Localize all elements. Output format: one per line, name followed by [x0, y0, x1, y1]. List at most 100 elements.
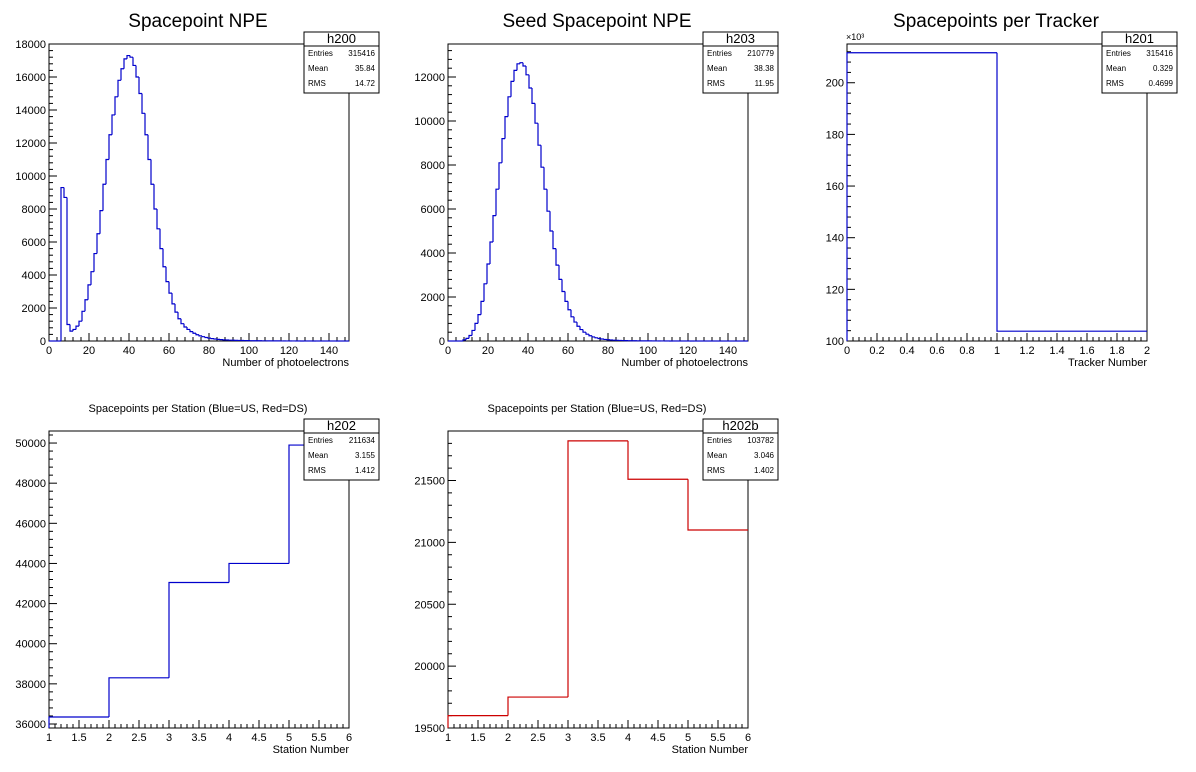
x-axis-label: Station Number — [672, 744, 749, 756]
x-tick-label: 140 — [320, 345, 338, 357]
histogram-bin — [582, 329, 586, 333]
histogram-bin — [516, 63, 520, 71]
histogram-bin — [84, 299, 88, 312]
plot-frame — [48, 43, 350, 342]
stats-value: 103782 — [747, 436, 774, 445]
x-tick-label: 1.5 — [470, 732, 485, 744]
x-tick-label: 4.5 — [650, 732, 665, 744]
x-axis-label: Tracker Number — [1068, 357, 1147, 369]
y-axis-exponent-label: ×10³ — [846, 32, 864, 42]
x-tick-label: 120 — [679, 345, 697, 357]
x-tick-label: 2.5 — [530, 732, 545, 744]
stats-value: 315416 — [348, 49, 375, 58]
histogram-bin — [531, 88, 535, 104]
x-tick-label: 140 — [719, 345, 737, 357]
stats-label: Mean — [308, 64, 328, 73]
stats-label: Entries — [308, 49, 333, 58]
x-tick-label: 0.6 — [929, 345, 944, 357]
stats-value: 211634 — [349, 436, 376, 445]
histogram-bin — [90, 271, 94, 285]
histogram-bin — [156, 209, 160, 230]
stats-label: Entries — [707, 49, 732, 58]
y-tick-label: 2000 — [22, 303, 46, 315]
histogram-bin — [600, 338, 604, 340]
y-tick-label: 50000 — [15, 438, 46, 450]
y-tick-label: 20500 — [414, 599, 445, 611]
stats-box: h202b Entries 103782 Mean 3.046 RMS 1.402 — [702, 418, 779, 481]
x-tick-label: 1.4 — [1049, 345, 1064, 357]
histogram-bin — [564, 291, 568, 302]
histogram-bin — [573, 316, 577, 323]
histogram-bin — [510, 80, 514, 97]
histogram-bin — [75, 325, 79, 330]
stats-label: Mean — [308, 451, 328, 460]
x-tick-label: 40 — [123, 345, 135, 357]
histogram-panel-2: Seed Spacepoint NPE 0 20 40 60 80 100 120 140 0 20… — [414, 11, 779, 369]
x-tick-label: 1.6 — [1079, 345, 1094, 357]
histogram-bin — [48, 716, 109, 728]
x-tick-label: 2.5 — [131, 732, 146, 744]
histogram-bin — [507, 696, 568, 716]
x-tick-label: 100 — [639, 345, 657, 357]
histogram-bin — [489, 241, 493, 264]
stats-value: 38.38 — [754, 64, 775, 73]
histogram-bin — [504, 116, 508, 139]
x-axis-label: Number of photoelectrons — [621, 357, 748, 369]
x-tick-label: 5.5 — [311, 732, 326, 744]
y-tick-label: 0 — [439, 336, 445, 348]
x-tick-label: 4.5 — [251, 732, 266, 744]
histogram-bin — [687, 479, 748, 531]
x-tick-label: 1 — [46, 732, 52, 744]
histogram-bin — [201, 335, 205, 338]
stats-value: 1.402 — [754, 466, 775, 475]
histogram-bin — [132, 57, 136, 67]
plot-frame — [447, 43, 749, 342]
y-tick-label: 140 — [826, 233, 844, 245]
stats-value: 0.4699 — [1149, 79, 1174, 88]
chart-title: Spacepoints per Tracker — [893, 11, 1100, 32]
stats-label: RMS — [1106, 79, 1124, 88]
x-tick-label: 1.5 — [71, 732, 86, 744]
stats-histogram-name: h202 — [327, 418, 356, 433]
x-tick-label: 100 — [240, 345, 258, 357]
y-tick-label: 6000 — [22, 237, 46, 249]
y-tick-label: 12000 — [15, 138, 46, 150]
y-tick-label: 8000 — [22, 204, 46, 216]
x-axis-label: Number of photoelectrons — [222, 357, 349, 369]
histogram-bin — [72, 328, 76, 332]
histogram-bin — [498, 162, 502, 190]
histogram-bin — [186, 326, 190, 331]
histogram-bin — [96, 233, 100, 254]
histogram-bin — [588, 334, 592, 337]
x-tick-label: 5 — [685, 732, 691, 744]
x-tick-label: 0 — [46, 345, 52, 357]
x-tick-label: 6 — [346, 732, 352, 744]
histogram-bin — [555, 248, 559, 266]
histogram-panel-4: Spacepoints per Station (Blue=US, Red=DS… — [15, 403, 380, 756]
stats-box-frame — [1101, 31, 1178, 94]
histogram-bin — [462, 339, 466, 341]
histogram-bin — [99, 210, 103, 234]
stats-value: 35.84 — [355, 64, 376, 73]
histogram-bin — [576, 322, 580, 327]
stats-label: Entries — [707, 436, 732, 445]
histogram-panel-3: Spacepoints per Tracker 0 0.2 0.4 0.6 0.8 1 1.2… — [826, 11, 1178, 369]
histogram-bin — [546, 189, 550, 212]
histogram-bin — [567, 440, 628, 698]
stats-box-frame — [303, 31, 380, 94]
histogram-panel-5: Spacepoints per Station (Blue=US, Red=DS… — [414, 403, 779, 756]
histogram-bin — [477, 314, 481, 324]
histogram-bin — [525, 66, 529, 76]
chart-title: Spacepoint NPE — [128, 11, 267, 32]
histogram-bin — [93, 252, 97, 272]
y-tick-label: 10000 — [15, 171, 46, 183]
stats-value: 0.329 — [1153, 64, 1174, 73]
chart-title: Seed Spacepoint NPE — [502, 11, 691, 32]
stats-box: h203 Entries 210779 Mean 38.38 RMS 11.95 — [702, 31, 779, 94]
histogram-bin — [507, 96, 511, 117]
histogram-bin — [207, 337, 211, 339]
histogram-bin — [60, 186, 64, 341]
histogram-bin — [570, 309, 574, 318]
y-tick-label: 2000 — [421, 292, 445, 304]
x-tick-label: 3 — [166, 732, 172, 744]
